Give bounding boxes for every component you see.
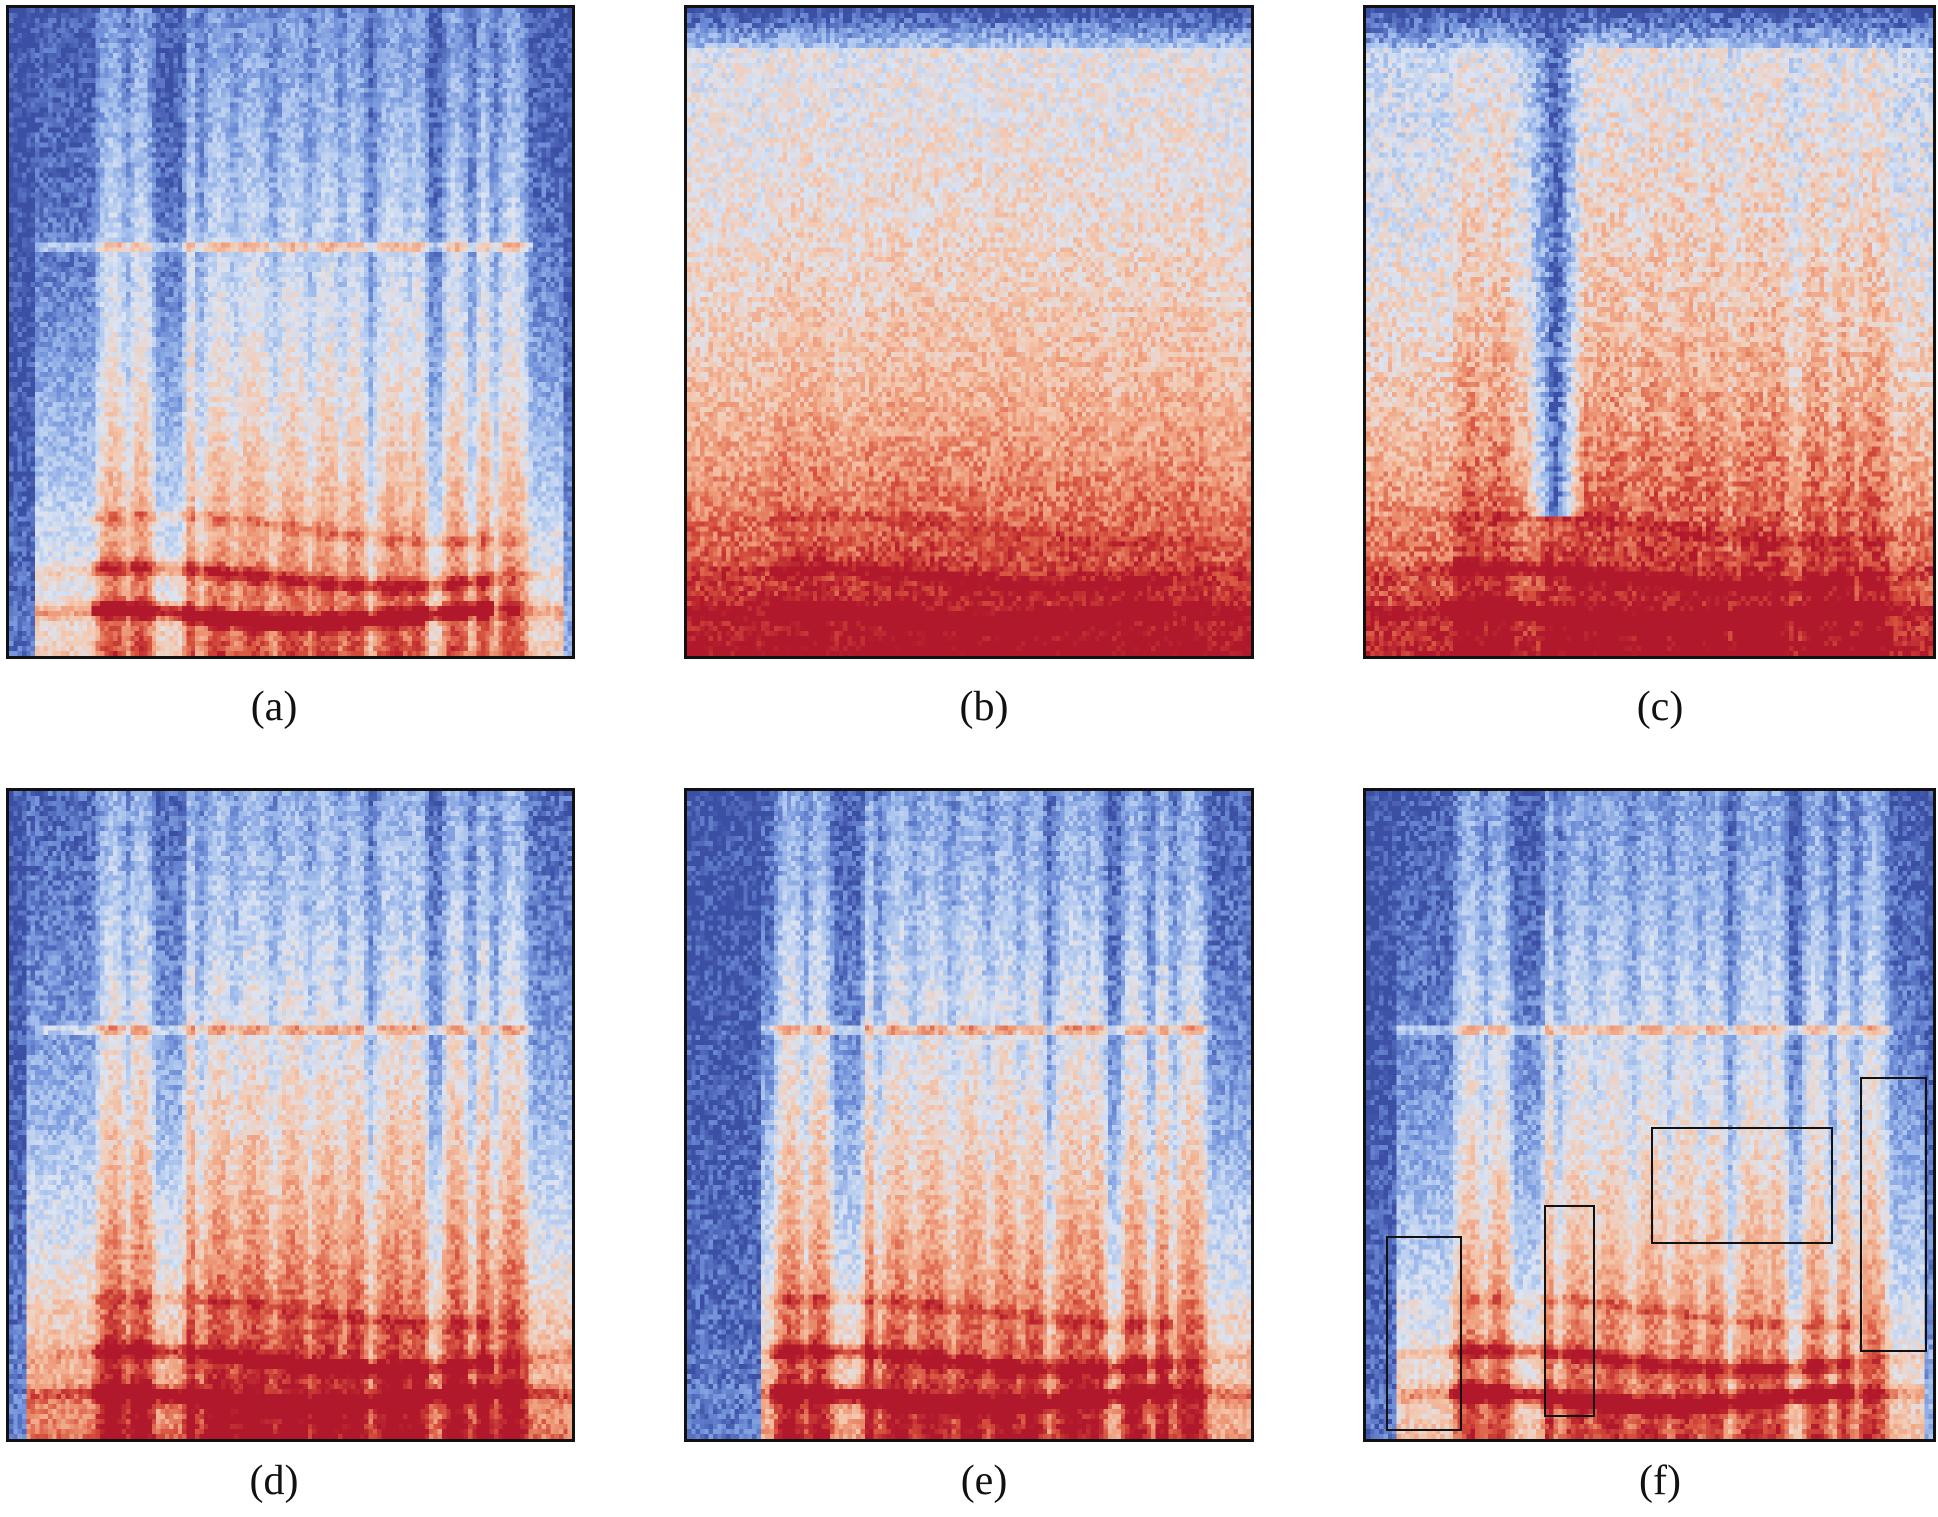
spectrogram-heatmap-c bbox=[1366, 8, 1933, 656]
highlight-box-2 bbox=[1544, 1205, 1596, 1417]
panel-label-f: (f) bbox=[1639, 1458, 1681, 1504]
spectrogram-panel-e bbox=[684, 788, 1254, 1442]
spectrogram-heatmap-b bbox=[687, 8, 1251, 656]
spectrogram-heatmap-a bbox=[9, 8, 572, 656]
spectrogram-panel-c bbox=[1363, 5, 1936, 659]
spectrogram-panel-f bbox=[1363, 788, 1936, 1442]
panel-label-a: (a) bbox=[250, 684, 298, 730]
panel-label-e: (e) bbox=[960, 1458, 1008, 1504]
highlight-box-3 bbox=[1650, 1126, 1833, 1244]
highlight-box-4 bbox=[1859, 1076, 1927, 1353]
spectrogram-panel-d bbox=[6, 788, 575, 1442]
spectrogram-panel-b bbox=[684, 5, 1254, 659]
spectrogram-heatmap-e bbox=[687, 791, 1251, 1439]
panel-label-d: (d) bbox=[249, 1458, 299, 1504]
spectrogram-panel-a bbox=[6, 5, 575, 659]
panel-label-b: (b) bbox=[959, 684, 1009, 730]
spectrogram-heatmap-d bbox=[9, 791, 572, 1439]
panel-label-c: (c) bbox=[1636, 684, 1684, 730]
highlight-box-1 bbox=[1385, 1235, 1463, 1432]
